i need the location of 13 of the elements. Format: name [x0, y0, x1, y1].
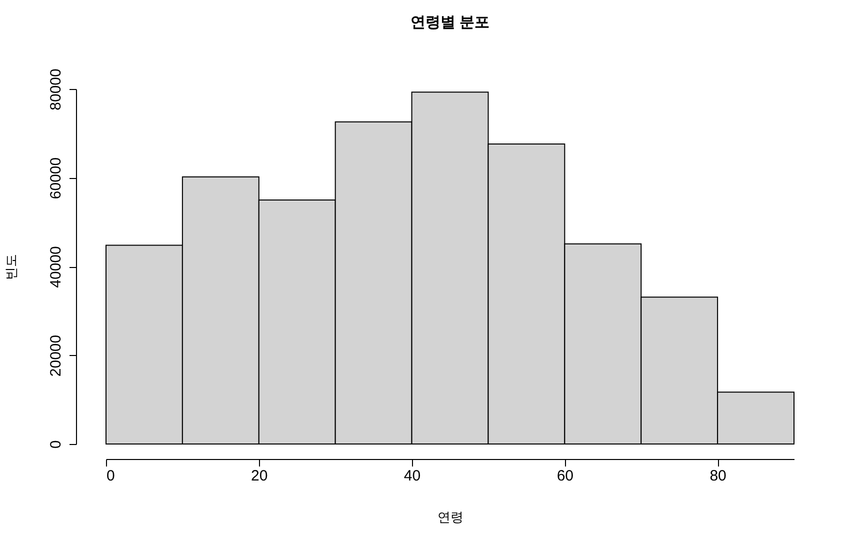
y-tick-label: 60000: [48, 157, 64, 200]
y-tick-label: 0: [48, 440, 64, 449]
y-tick-label: 20000: [48, 334, 64, 377]
x-tick-label: 20: [251, 468, 268, 484]
x-axis-title: 연령: [438, 510, 464, 524]
y-axis-title: 빈도: [4, 254, 18, 280]
y-tick-label: 80000: [48, 68, 64, 110]
x-tick-label: 40: [404, 468, 421, 484]
y-tick-label: 40000: [48, 246, 64, 288]
x-tick-label: 80: [710, 468, 726, 484]
x-tick-label: 60: [556, 468, 574, 484]
chart-title: 연령별 분포: [410, 14, 490, 32]
x-tick-label: 0: [106, 468, 115, 484]
